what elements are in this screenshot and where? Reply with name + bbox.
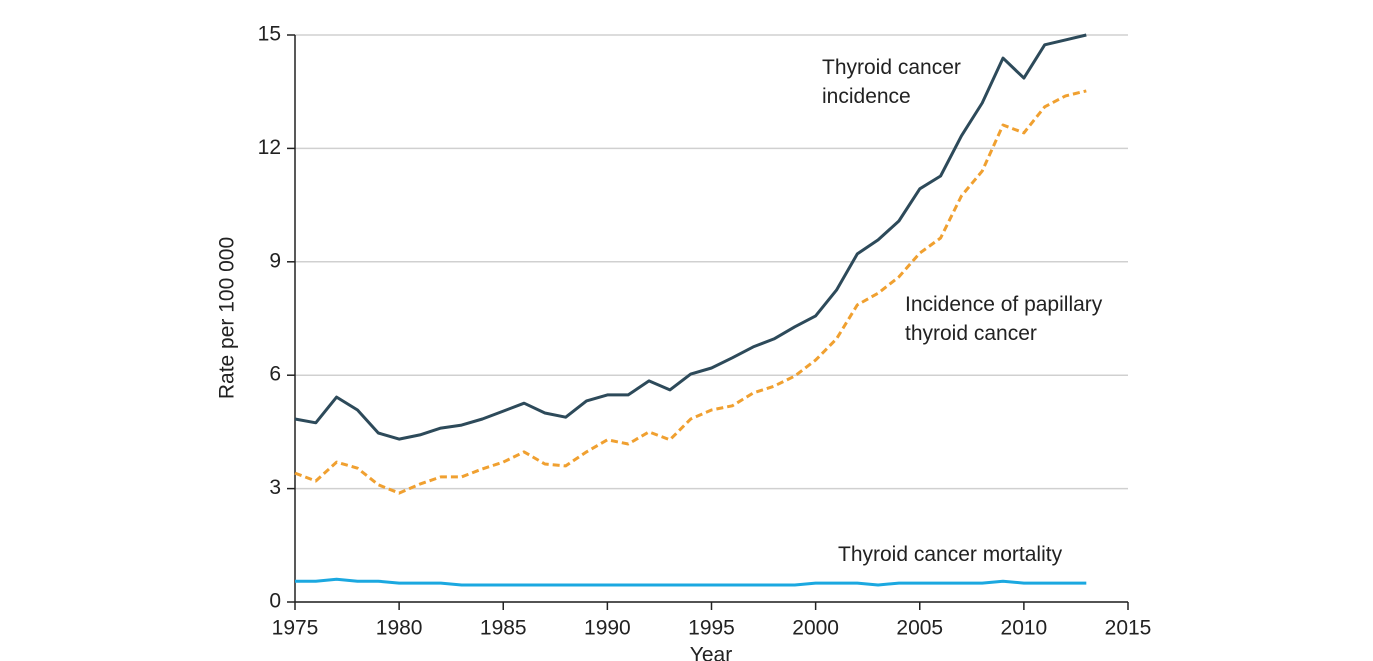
x-tick-label: 1985: [480, 617, 527, 640]
y-tick-label: 15: [258, 23, 281, 46]
series-label: Thyroid cancer mortality: [838, 543, 1063, 566]
x-axis-label: Year: [690, 644, 732, 661]
x-tick-label: 2000: [792, 617, 839, 640]
x-tick-label: 2015: [1105, 617, 1152, 640]
y-axis-label: Rate per 100 000: [216, 237, 239, 399]
series-label: Incidence of papillary thyroid cancer: [905, 293, 1103, 345]
y-tick-label: 0: [269, 590, 281, 613]
x-tick-label: 1975: [272, 617, 319, 640]
y-tick-label: 9: [269, 249, 281, 272]
y-tick-label: 6: [269, 363, 281, 386]
x-tick-label: 1990: [584, 617, 631, 640]
series-line: [294, 89, 1087, 495]
series-label: Thyroid cancer incidence: [822, 56, 961, 108]
series-line: [295, 577, 1087, 587]
series-line: [294, 33, 1087, 441]
x-tick-label: 1995: [688, 617, 735, 640]
x-tick-label: 2005: [896, 617, 943, 640]
y-tick-label: 12: [258, 136, 281, 159]
x-tick-label: 2010: [1001, 617, 1048, 640]
y-tick-label: 3: [269, 476, 281, 499]
x-tick-label: 1980: [376, 617, 423, 640]
